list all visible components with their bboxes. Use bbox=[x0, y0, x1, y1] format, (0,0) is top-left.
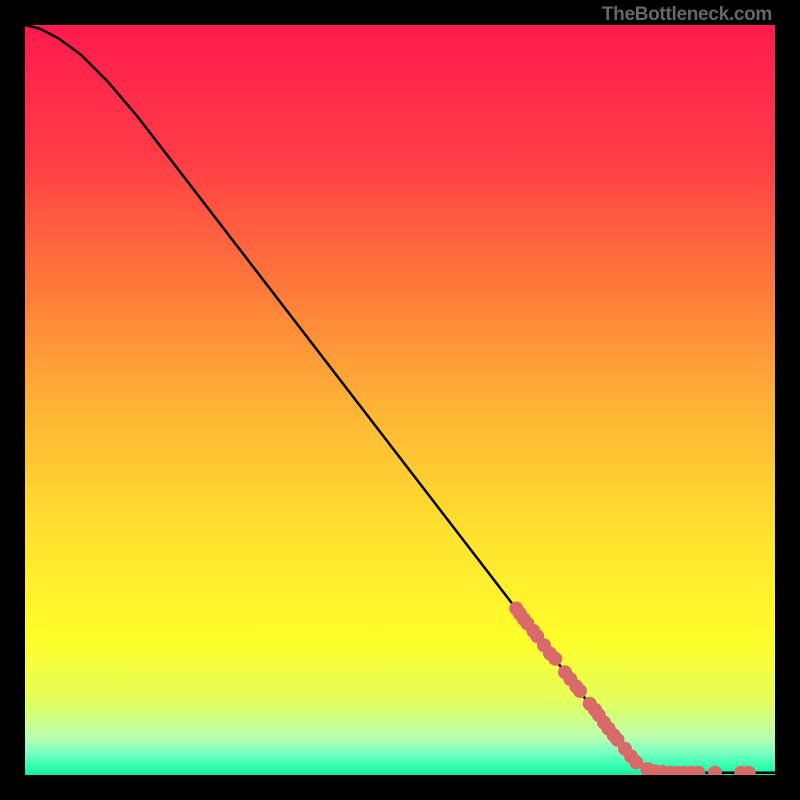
chart-svg bbox=[25, 25, 775, 775]
scatter-point bbox=[573, 684, 587, 698]
plot-area bbox=[25, 25, 775, 775]
gradient-background bbox=[25, 25, 775, 775]
watermark-text: TheBottleneck.com bbox=[602, 4, 772, 26]
chart-container: TheBottleneck.com bbox=[0, 0, 800, 800]
scatter-point bbox=[548, 652, 562, 666]
